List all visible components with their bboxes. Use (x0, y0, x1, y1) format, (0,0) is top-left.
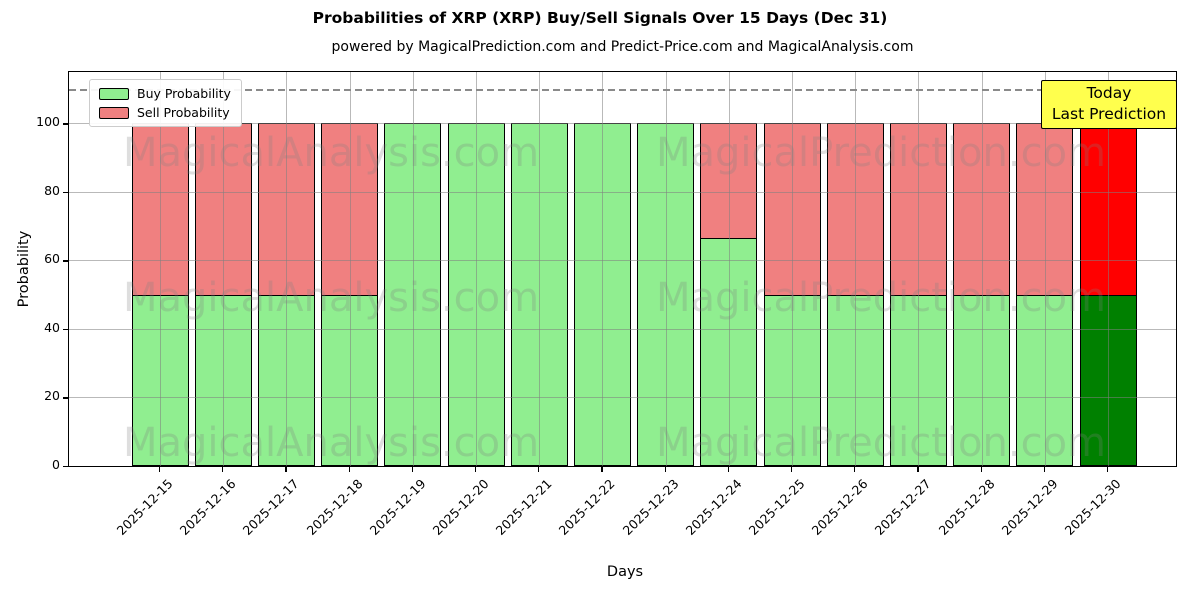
gridline-v (412, 72, 414, 466)
chart-title: Probabilities of XRP (XRP) Buy/Sell Sign… (312, 9, 888, 27)
legend-label-sell: Sell Probability (137, 105, 230, 120)
legend-item-buy: Buy Probability (99, 86, 231, 101)
x-tick-mark (601, 467, 603, 472)
annotation-line1: Today (1086, 84, 1132, 102)
gridline-v (728, 72, 730, 466)
y-axis-label: Probability (16, 230, 32, 308)
x-tick-mark (538, 467, 540, 472)
gridline-v (1044, 72, 1046, 466)
x-tick-mark (664, 467, 666, 472)
gridline-h (69, 397, 1176, 399)
gridline-v (476, 72, 477, 466)
grid-layer (69, 72, 1176, 466)
y-tick-label: 100 (36, 114, 60, 130)
x-tick-mark (348, 467, 350, 472)
gridline-v (1108, 72, 1109, 466)
x-tick-mark (1107, 467, 1109, 472)
watermark-text: MagicalAnalysis.com (122, 275, 540, 321)
x-tick-mark (854, 467, 856, 472)
gridline-v (349, 72, 351, 466)
gridline-v (665, 72, 667, 466)
legend: Buy Probability Sell Probability (89, 79, 242, 127)
y-tick-label: 40 (44, 319, 60, 335)
x-tick-mark (475, 467, 477, 472)
gridline-v (981, 72, 983, 466)
y-tick-mark (63, 328, 68, 331)
sell-swatch-icon (99, 106, 129, 119)
watermark-text: MagicalAnalysis.com (122, 420, 540, 466)
watermark-text: MagicalPrediction.com (656, 275, 1106, 321)
today-annotation: Today Last Prediction (1041, 80, 1177, 129)
gridline-v (602, 72, 604, 466)
gridline-h (69, 260, 1176, 262)
x-tick-mark (727, 467, 729, 472)
watermark-text: MagicalPrediction.com (656, 420, 1106, 466)
gridline-v (223, 72, 225, 466)
watermark-layer: MagicalAnalysis.com MagicalPrediction.com… (69, 72, 1176, 466)
gridline-v (286, 72, 288, 466)
y-tick-label: 60 (44, 251, 60, 267)
annotation-line2: Last Prediction (1051, 105, 1167, 123)
chart-subtitle: powered by MagicalPrediction.com and Pre… (331, 39, 914, 55)
x-tick-mark (980, 467, 982, 472)
gridline-v (539, 72, 541, 466)
legend-label-buy: Buy Probability (137, 86, 231, 101)
x-axis-label: Days (606, 564, 644, 580)
y-tick-label: 80 (44, 182, 60, 198)
gridline-h (69, 123, 1176, 125)
x-tick-mark (222, 467, 224, 472)
y-tick-mark (63, 260, 68, 262)
buy-swatch-icon (99, 87, 129, 100)
plot-area: MagicalAnalysis.com MagicalPrediction.com… (68, 71, 1177, 467)
gridline-v (792, 72, 793, 466)
gridline-h (69, 191, 1176, 193)
gridline-v (918, 72, 920, 466)
y-tick-label: 20 (44, 388, 60, 404)
threshold-dashed-line (69, 89, 1176, 91)
y-tick-mark (63, 466, 68, 468)
legend-item-sell: Sell Probability (99, 105, 231, 120)
gridline-v (855, 72, 857, 466)
gridline-h (69, 328, 1176, 330)
x-tick-mark (917, 467, 919, 472)
x-tick-mark (159, 467, 161, 472)
gridline-v (160, 72, 161, 466)
watermark-text: MagicalPrediction.com (656, 130, 1106, 176)
y-tick-mark (63, 123, 68, 125)
x-tick-mark (791, 467, 793, 472)
x-tick-mark (411, 467, 413, 472)
x-tick-mark (1043, 467, 1045, 472)
y-tick-mark (63, 191, 68, 194)
y-tick-mark (63, 397, 68, 399)
watermark-text: MagicalAnalysis.com (122, 130, 540, 176)
x-tick-mark (285, 467, 287, 472)
y-tick-label: 0 (52, 457, 60, 472)
